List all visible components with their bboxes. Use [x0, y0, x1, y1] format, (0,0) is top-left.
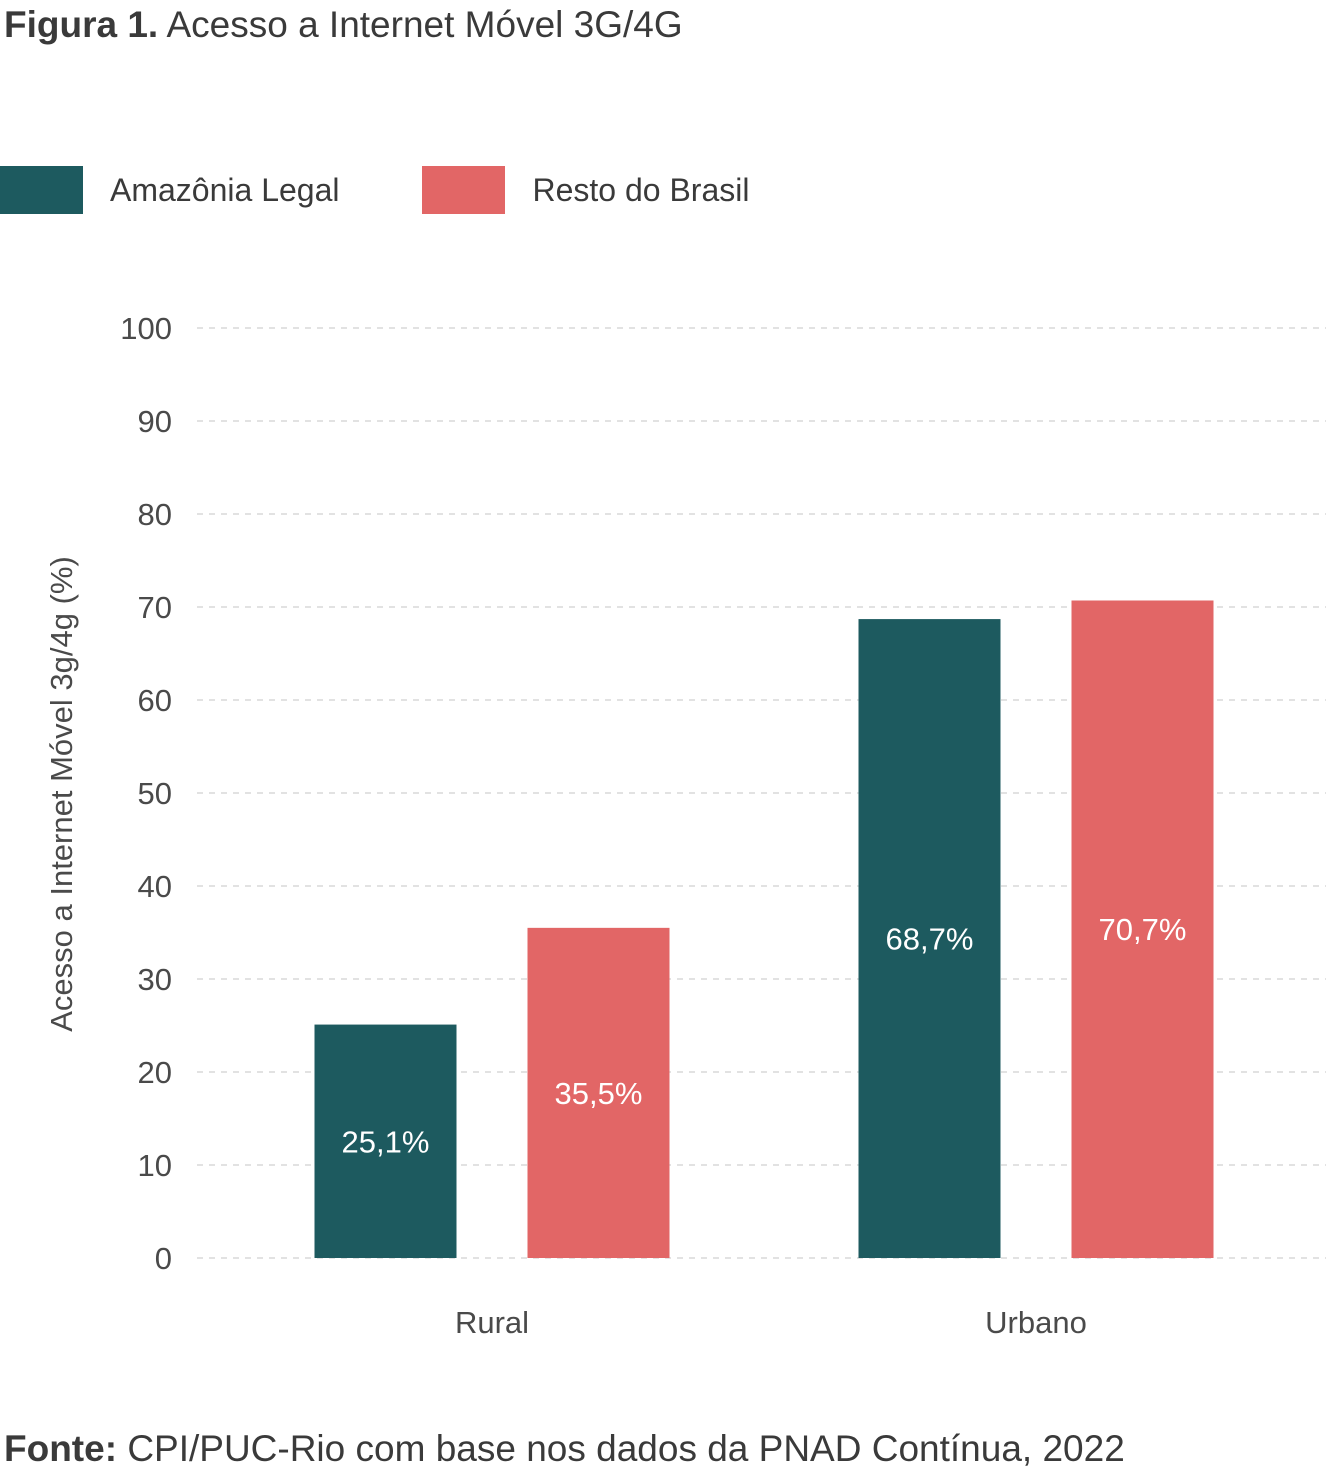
y-tick-label: 100 [120, 311, 172, 346]
data-label: 68,7% [886, 922, 974, 957]
data-labels: 25,1% 35,5% 68,7% 70,7% [342, 912, 1187, 1159]
x-tick-label: Urbano [985, 1305, 1087, 1340]
data-label: 25,1% [342, 1124, 430, 1159]
legend-swatch-amazonia-legal [0, 166, 83, 214]
figure-title-text: Acesso a Internet Móvel 3G/4G [166, 4, 683, 45]
x-tick-label: Rural [455, 1305, 529, 1340]
y-tick-label: 30 [138, 962, 172, 997]
x-axis-ticks: Rural Urbano [455, 1305, 1087, 1340]
y-tick-label: 60 [138, 683, 172, 718]
y-axis-label: Acesso a Internet Móvel 3g/4g (%) [44, 556, 79, 1032]
source-text: CPI/PUC-Rio com base nos dados da PNAD C… [127, 1428, 1125, 1469]
legend-item-amazonia-legal: Amazônia Legal [0, 166, 339, 214]
bar-resto-do-brasil-rural [527, 927, 670, 1258]
source-note: Fonte: CPI/PUC-Rio com base nos dados da… [4, 1424, 1125, 1474]
y-tick-label: 40 [138, 869, 172, 904]
y-tick-label: 90 [138, 404, 172, 439]
legend-label-amazonia-legal: Amazônia Legal [110, 171, 340, 208]
legend: Amazônia Legal Resto do Brasil [0, 166, 832, 214]
y-tick-label: 0 [155, 1241, 172, 1276]
bar-resto-do-brasil-urbano [1071, 600, 1214, 1258]
chart-title: Figura 1. Acesso a Internet Móvel 3G/4G [4, 0, 683, 50]
y-axis-ticks: 0 10 20 30 40 50 60 70 80 90 100 [120, 311, 172, 1276]
bar-amazonia-legal-rural [314, 1024, 457, 1258]
y-tick-label: 70 [138, 590, 172, 625]
bars [314, 600, 1214, 1258]
y-tick-label: 50 [138, 776, 172, 811]
y-tick-label: 80 [138, 497, 172, 532]
legend-label-resto-do-brasil: Resto do Brasil [532, 171, 750, 208]
legend-item-resto-do-brasil: Resto do Brasil [422, 166, 749, 214]
data-label: 35,5% [555, 1076, 643, 1111]
bar-amazonia-legal-urbano [858, 619, 1001, 1258]
source-prefix: Fonte: [4, 1428, 118, 1469]
legend-swatch-resto-do-brasil [422, 166, 506, 214]
figure-number: Figura 1. [4, 4, 159, 45]
y-tick-label: 10 [138, 1148, 172, 1183]
data-label: 70,7% [1099, 912, 1187, 947]
y-tick-label: 20 [138, 1055, 172, 1090]
